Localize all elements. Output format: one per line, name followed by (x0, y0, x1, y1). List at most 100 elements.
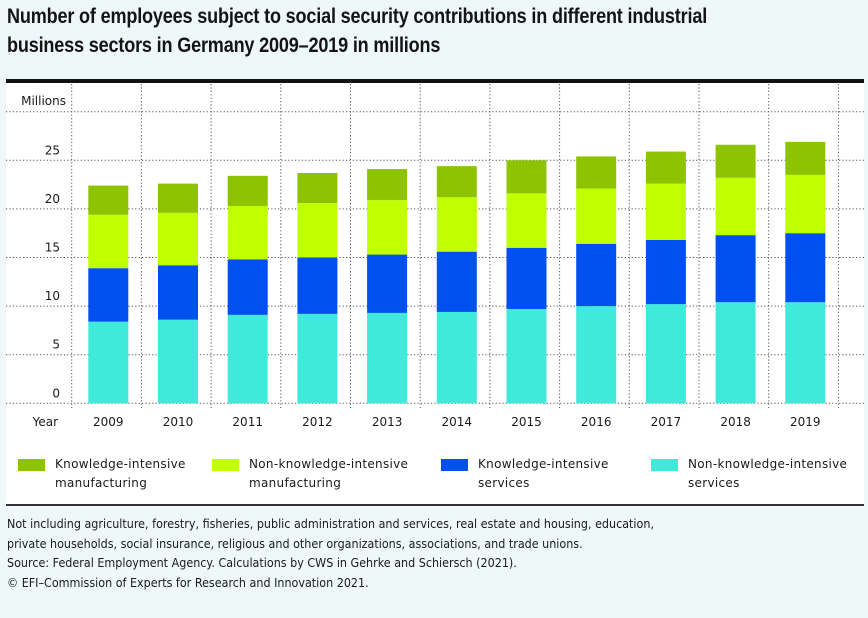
legend: Knowledge-intensive manufacturing Non-know… (0, 455, 868, 495)
legend-swatch (441, 459, 468, 471)
bar-segment-knowledge-intensive-manufacturing-2019 (785, 141, 826, 175)
legend-swatch (212, 459, 239, 471)
bar-segment-non-knowledge-intensive-manufacturing-2014 (436, 197, 477, 252)
legend-label-line: services (478, 476, 530, 490)
bar-group-2009 (88, 185, 129, 404)
bar-segment-non-knowledge-intensive-manufacturing-2010 (158, 212, 198, 266)
bar-segment-non-knowledge-intensive-services-2012 (297, 313, 338, 404)
bar-segment-non-knowledge-intensive-services-2010 (158, 319, 198, 404)
legend-label: Non-knowledge-intensive manufacturing (249, 455, 449, 493)
y-tick-label: 0 (52, 386, 60, 400)
bar-group-2014 (436, 166, 477, 404)
bar-segment-non-knowledge-intensive-services-2016 (576, 306, 617, 404)
y-tick-label: 5 (52, 338, 60, 352)
bar-segment-knowledge-intensive-services-2013 (367, 254, 408, 313)
bar-segment-knowledge-intensive-services-2015 (506, 247, 547, 310)
legend-swatch (18, 459, 45, 471)
bar-segment-non-knowledge-intensive-services-2018 (715, 302, 756, 404)
x-tick-label: 2014 (442, 415, 473, 429)
x-tick-label: 2012 (302, 415, 333, 429)
bar-segment-knowledge-intensive-services-2012 (297, 257, 338, 314)
legend-label: Knowledge-intensive services (478, 455, 678, 493)
bar-segment-non-knowledge-intensive-services-2017 (645, 304, 686, 404)
legend-label-line: Knowledge-intensive (55, 457, 186, 471)
legend-item: Knowledge-intensive services (441, 455, 678, 493)
y-tick-label: 15 (45, 241, 60, 255)
y-axis-label: Millions (21, 94, 66, 108)
bar-segment-non-knowledge-intensive-manufacturing-2013 (367, 200, 408, 255)
bar-group-2017 (645, 151, 686, 404)
chart-title-line-1: Number of employees subject to social se… (7, 5, 708, 28)
bar-segment-non-knowledge-intensive-services-2013 (367, 312, 408, 404)
bar-segment-knowledge-intensive-manufacturing-2016 (576, 156, 617, 189)
bar-segment-knowledge-intensive-manufacturing-2015 (506, 160, 547, 194)
bar-segment-knowledge-intensive-services-2010 (158, 265, 198, 320)
bar-segment-non-knowledge-intensive-services-2014 (436, 311, 477, 404)
legend-label: Knowledge-intensive manufacturing (55, 455, 255, 493)
bar-segment-knowledge-intensive-manufacturing-2009 (88, 185, 129, 215)
bar-segment-knowledge-intensive-manufacturing-2012 (297, 172, 338, 204)
bar-segment-non-knowledge-intensive-services-2015 (506, 309, 547, 404)
bar-segment-knowledge-intensive-manufacturing-2017 (645, 151, 686, 184)
x-axis-label: Year (32, 415, 58, 429)
legend-item: Knowledge-intensive manufacturing (18, 455, 255, 493)
legend-item: Non-knowledge-intensive services (651, 455, 868, 493)
chart-title-line-2: business sectors in Germany 2009–2019 in… (7, 34, 441, 57)
bar-segment-non-knowledge-intensive-services-2019 (785, 302, 826, 404)
x-tick-label: 2016 (581, 415, 612, 429)
y-tick-label: 20 (45, 192, 60, 206)
footnote-exclusions-2: private households, social insurance, re… (7, 536, 583, 551)
footnotes: Not including agriculture, forestry, fis… (7, 515, 807, 593)
bar-segment-non-knowledge-intensive-services-2011 (227, 314, 268, 404)
x-tick-label: 2009 (93, 415, 124, 429)
bar-segment-knowledge-intensive-services-2011 (227, 259, 268, 315)
x-tick-label: 2017 (651, 415, 682, 429)
bar-segment-non-knowledge-intensive-manufacturing-2011 (227, 205, 268, 260)
legend-label-line: manufacturing (55, 476, 148, 490)
bar-segment-knowledge-intensive-services-2014 (436, 251, 477, 312)
bar-segment-knowledge-intensive-services-2017 (645, 240, 686, 305)
bar-segment-non-knowledge-intensive-manufacturing-2018 (715, 177, 756, 236)
bars-layer (88, 141, 826, 404)
bar-segment-knowledge-intensive-services-2016 (576, 243, 617, 307)
x-tick-label: 2018 (720, 415, 751, 429)
legend-swatch (651, 459, 678, 471)
bar-group-2016 (576, 156, 617, 404)
bar-group-2013 (367, 169, 408, 404)
bar-group-2012 (297, 172, 338, 404)
legend-label-line: manufacturing (249, 476, 342, 490)
legend-label-line: Non-knowledge-intensive (249, 457, 409, 471)
chart-title: Number of employees subject to social se… (7, 2, 738, 60)
top-rule (6, 79, 864, 83)
bar-segment-knowledge-intensive-manufacturing-2010 (158, 183, 198, 213)
y-tick-label: 10 (45, 289, 60, 303)
bar-segment-knowledge-intensive-manufacturing-2018 (715, 144, 756, 178)
footnote-copyright: © EFI–Commission of Experts for Research… (7, 575, 369, 590)
footnote-exclusions-1: Not including agriculture, forestry, fis… (7, 517, 654, 531)
x-tick-label: 2011 (232, 415, 263, 429)
y-tick-label: 25 (45, 143, 60, 157)
x-tick-label: 2010 (163, 415, 194, 429)
legend-label-line: services (688, 476, 740, 490)
bar-segment-non-knowledge-intensive-manufacturing-2012 (297, 203, 338, 258)
footnote-source: Source: Federal Employment Agency. Calcu… (7, 556, 517, 570)
bar-group-2010 (158, 183, 198, 404)
bar-segment-knowledge-intensive-services-2009 (88, 268, 129, 322)
labels-layer: Millions Year 0 5 10 15 20 25 2009 2010 2011 2012… (21, 94, 820, 429)
bar-segment-non-knowledge-intensive-manufacturing-2016 (576, 188, 617, 244)
legend-label-line: Non-knowledge-intensive (688, 457, 848, 471)
bar-segment-knowledge-intensive-services-2018 (715, 235, 756, 303)
legend-item: Non-knowledge-intensive manufacturing (212, 455, 449, 493)
legend-label: Non-knowledge-intensive services (688, 455, 868, 493)
bar-group-2011 (227, 175, 268, 404)
bar-group-2019 (785, 141, 826, 404)
bar-segment-non-knowledge-intensive-manufacturing-2009 (88, 214, 129, 269)
bar-segment-knowledge-intensive-manufacturing-2013 (367, 169, 408, 201)
legend-label-line: Knowledge-intensive (478, 457, 609, 471)
x-tick-label: 2019 (790, 415, 821, 429)
bar-group-2018 (715, 144, 756, 404)
x-tick-label: 2015 (511, 415, 542, 429)
bar-segment-non-knowledge-intensive-services-2009 (88, 321, 129, 404)
bar-segment-non-knowledge-intensive-manufacturing-2015 (506, 193, 547, 248)
